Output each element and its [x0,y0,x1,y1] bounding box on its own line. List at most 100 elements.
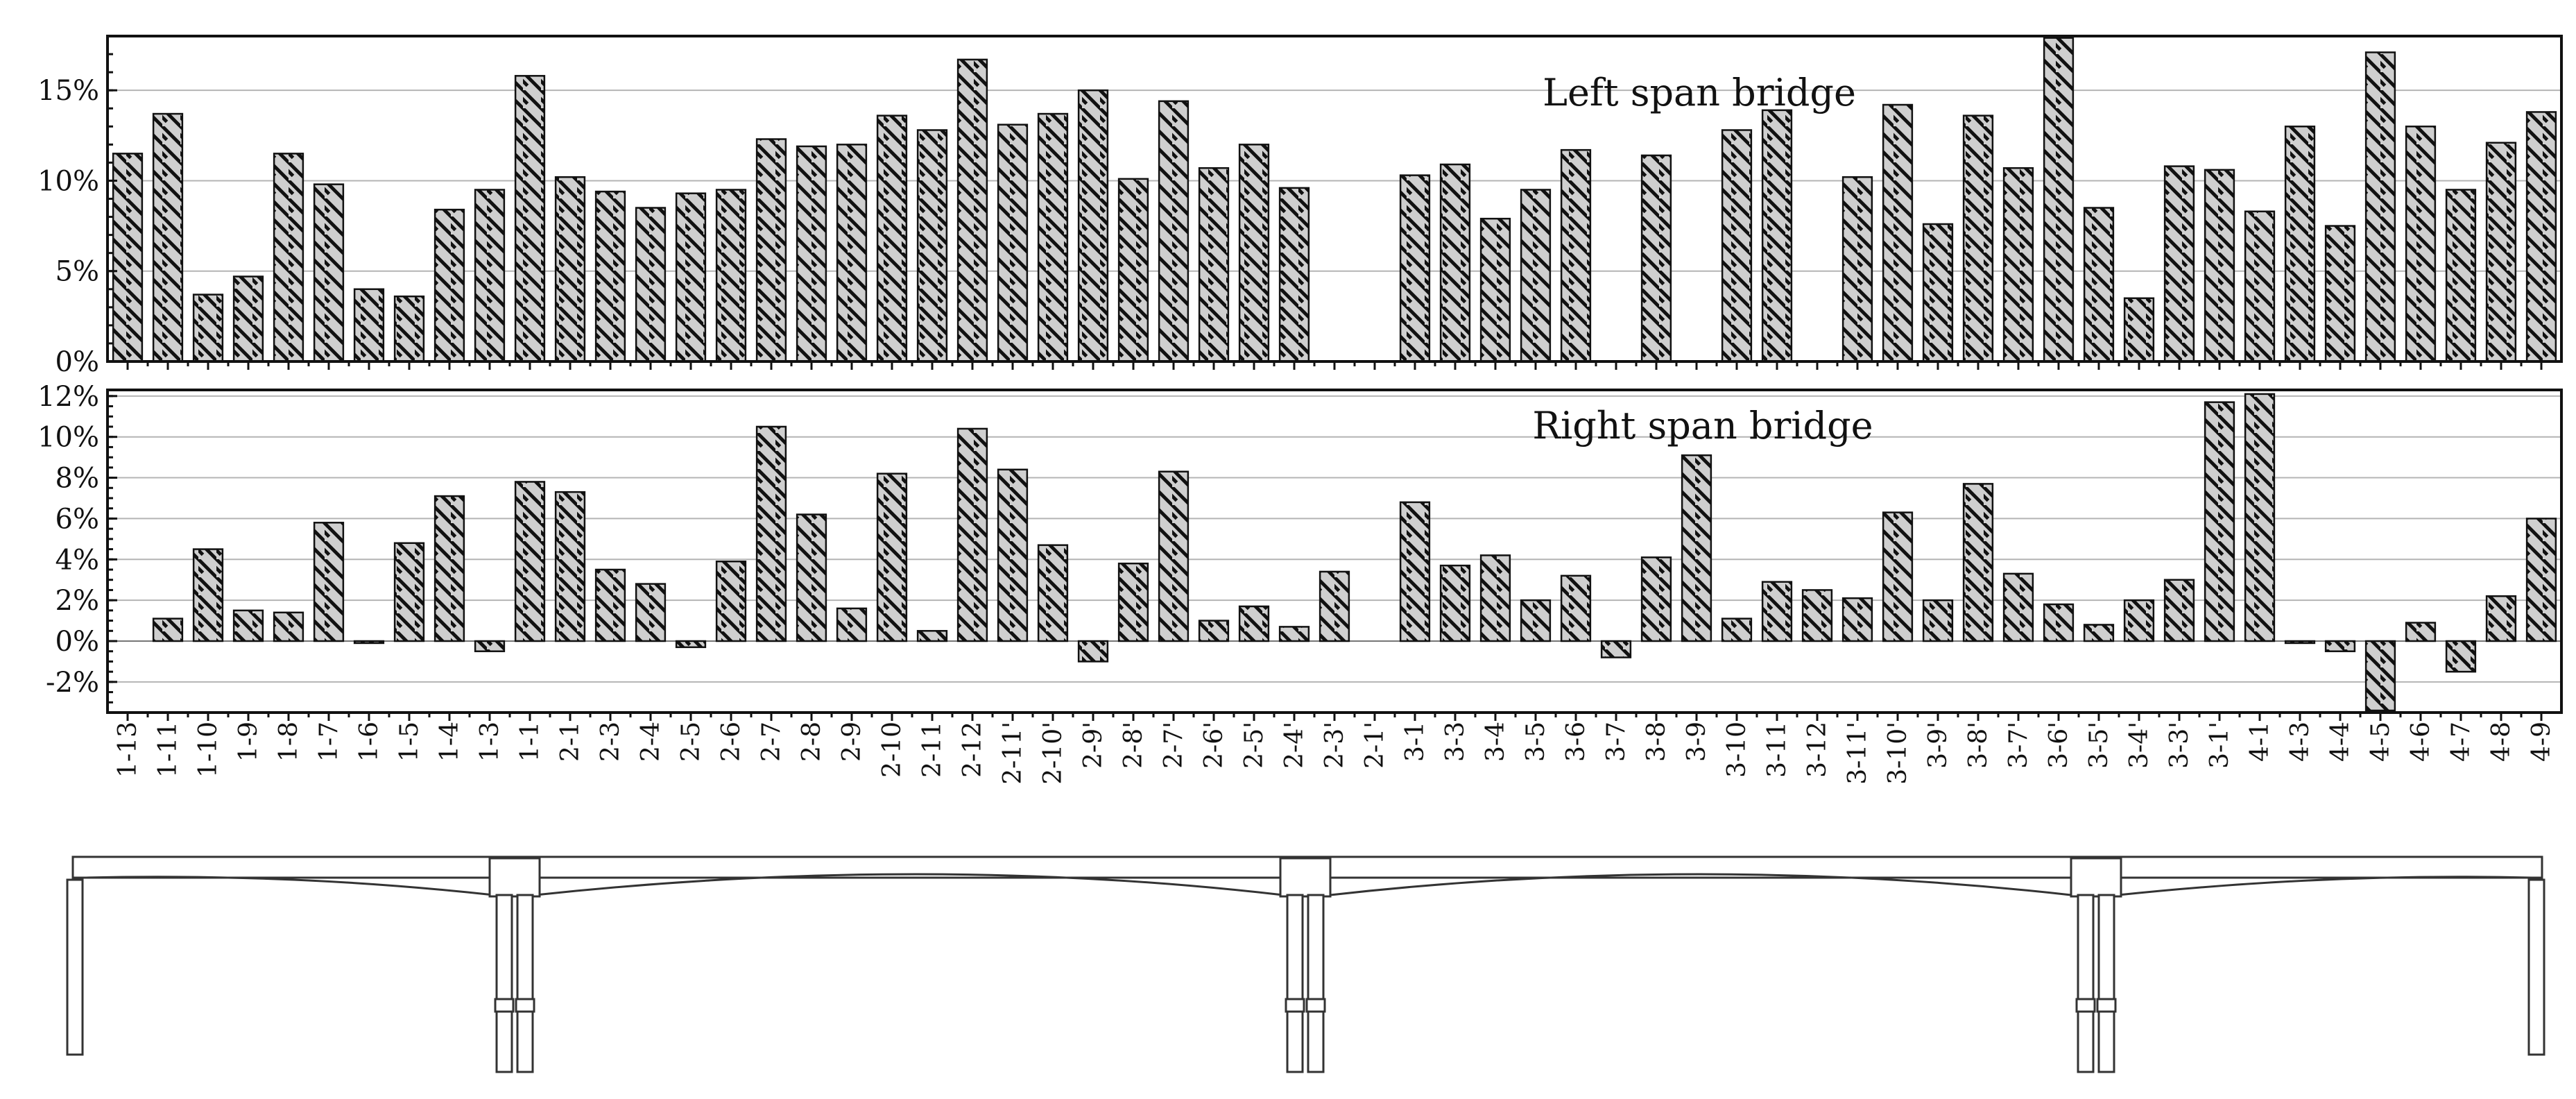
x-tick-label: 2-9 [838,722,866,762]
x-tick-label: 3-7 [1602,722,1631,762]
bar-left-3-10' [1882,103,1914,363]
bar-left-2-11 [916,129,948,363]
bar-left-2-4 [635,207,667,363]
pier-column [1286,894,1304,1073]
bar-left-2-6 [715,189,747,363]
bar-right-2-8' [1117,562,1149,642]
x-tick-label: 3-9' [1924,722,1952,769]
x-tick-label: 4-4 [2326,722,2355,762]
bar-right-3-10' [1882,511,1914,642]
bar-left-3-9' [1922,223,1954,363]
bridge-piers [494,894,2117,1073]
x-tick-label: 3-8 [1642,722,1671,762]
x-tick-label: 4-8 [2487,722,2516,762]
bar-right-2-3 [594,568,626,642]
bar-right-2-4' [1278,626,1310,642]
pier-column-joint [494,998,515,1013]
bar-right-4-4 [2324,640,2356,652]
bridge-girder-soffit [73,873,2542,896]
right-span-y-axis: -2% 0% 2% 4% 6% 8% 10% 12% [37,381,2543,721]
bar-left-1-9 [232,275,264,363]
x-tick-label: 1-4 [436,722,464,762]
x-tick-label: 2-12 [959,722,987,778]
bar-right-3-11' [1841,597,1873,642]
bar-left-3-4' [2123,297,2155,363]
y-tick-label: 5% [55,256,99,288]
bar-right-4-6 [2405,622,2437,642]
x-tick-label: 3-1' [2206,722,2234,769]
x-tick-label: 2-8 [798,722,826,762]
bar-right-2-1 [554,491,586,642]
left-span-chart: 0% 5% 10% 15% Left span bridge [37,35,2563,378]
pier-cap-1 [488,857,541,898]
bar-left-3-1 [1399,174,1431,363]
pier-cap-3 [2070,857,2122,898]
bar-left-4-7 [2445,189,2477,363]
x-tick-label: 4-7 [2447,722,2475,762]
x-tick-label: 4-3 [2286,722,2315,762]
bar-left-1-3 [474,189,506,363]
bar-right-3-9' [1922,599,1954,642]
bar-right-3-5 [1520,599,1552,642]
left-span-frame [106,35,2563,363]
bar-left-4-1 [2244,210,2276,363]
left-span-y-axis: 0% 5% 10% 15% [37,35,2543,378]
bar-left-3-5' [2083,207,2115,363]
bar-left-3-7 [2002,167,2034,363]
bar-right-3-10 [1721,617,1753,642]
bar-left-1-13 [112,153,144,363]
x-tick-label: 3-10 [1723,722,1751,778]
abutment-right [2527,878,2545,1056]
bar-right-3-3 [1439,564,1471,642]
bar-left-2-1 [554,176,586,363]
bar-left-4-4 [2324,225,2356,363]
x-tick-label: 2-6 [717,722,746,762]
bar-right-3-12 [1801,589,1833,642]
bar-left-2-10 [876,114,908,363]
bar-right-2-11' [997,468,1029,642]
bar-right-2-7 [755,425,787,642]
pier-column-joint [515,998,535,1013]
bar-left-1-1 [514,75,546,363]
pier-column [495,894,513,1073]
x-tick-label: 3-1 [1401,722,1429,762]
x-tick-label: 3-11 [1763,722,1792,778]
bar-left-1-5 [393,295,425,363]
bar-right-2-8 [796,513,827,642]
y-tick-label: 15% [37,75,99,107]
bar-left-3-11' [1841,176,1873,363]
bar-right-1-3 [474,640,506,652]
x-tick-label: 3-5 [1522,722,1550,762]
x-tick-label: 3-6' [2045,722,2073,769]
bar-left-3-3 [2163,165,2195,363]
x-tick-label: 1-6 [355,722,384,762]
y-tick-label: 12% [37,381,99,413]
x-tick-label: 1-9 [234,722,263,762]
bar-left-1-7 [313,183,345,363]
x-tick-label: 2-6' [1200,722,1228,769]
bar-right-1-11 [152,617,184,642]
abutment-left [66,878,84,1056]
bar-left-2-9' [1077,89,1109,363]
bar-right-4-5 [2364,640,2396,712]
bar-right-1-6 [353,640,385,645]
right-span-bars [152,393,2557,712]
x-tick-label: 3-4 [1482,722,1510,762]
x-tick-label: 2-1 [556,722,585,762]
pier-column-joint [2075,998,2096,1013]
bar-left-3-6 [1560,148,1592,363]
x-tick-label: 4-6 [2407,722,2435,762]
bar-right-2-10 [876,472,908,642]
y-tick-label: 10% [37,165,99,197]
x-tick-label: 2-4' [1280,722,1309,769]
bar-right-1-5 [393,542,425,642]
x-tick-label: 2-7' [1160,722,1188,769]
bar-right-2-10' [1037,544,1069,642]
bar-left-2-12 [956,58,988,363]
bar-right-3-5' [2083,624,2115,642]
bar-right-2-9' [1077,640,1109,663]
x-tick-label: 1-11 [154,722,182,778]
y-tick-label: 4% [55,544,99,576]
x-tick-label: 4-1 [2246,722,2274,762]
bar-right-1-7 [313,522,345,642]
